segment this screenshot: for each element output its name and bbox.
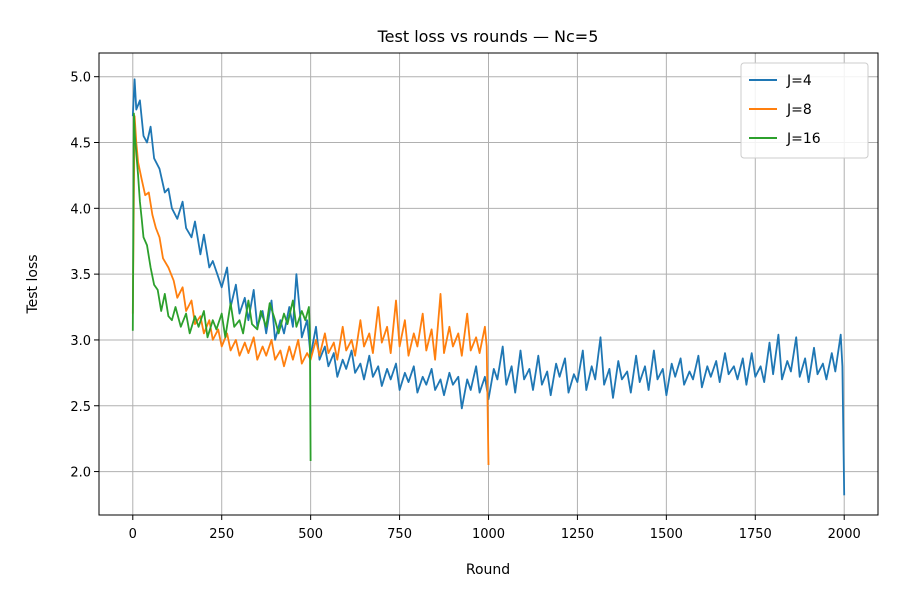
series-line-2 [131,112,312,462]
y-tick-label: 2.5 [70,400,91,415]
legend-label: J=4 [786,73,812,89]
legend-label: J=8 [786,102,812,118]
y-axis-label: Test loss [25,254,41,314]
x-axis-label: Round [466,562,510,578]
y-axis-ticks: 2.0 2.5 3.0 3.5 4.0 4.5 5.0 [70,71,99,481]
y-tick-label: 5.0 [70,71,91,86]
x-tick-label: 750 [387,527,412,542]
x-axis-ticks: 0 250 500 750 1000 1250 1500 1750 2000 [129,515,861,542]
y-tick-label: 2.0 [70,466,91,481]
legend: J=4 J=8 J=16 [740,62,869,159]
y-tick-label: 3.0 [70,334,91,349]
x-tick-label: 1500 [650,527,683,542]
x-tick-label: 1750 [739,527,772,542]
x-tick-label: 500 [298,527,323,542]
y-tick-label: 4.0 [70,202,91,217]
x-tick-label: 0 [129,527,137,542]
chart-title: Test loss vs rounds — Nc=5 [377,27,599,46]
y-tick-label: 4.5 [70,137,91,152]
legend-box [740,62,869,159]
series-layer [131,78,846,496]
series-line-1 [131,115,490,466]
x-tick-label: 2000 [828,527,861,542]
x-tick-label: 1000 [472,527,505,542]
x-tick-label: 250 [209,527,234,542]
y-tick-label: 3.5 [70,268,91,283]
legend-label: J=16 [786,131,821,147]
x-tick-label: 1250 [561,527,594,542]
series-line-0 [131,78,846,496]
